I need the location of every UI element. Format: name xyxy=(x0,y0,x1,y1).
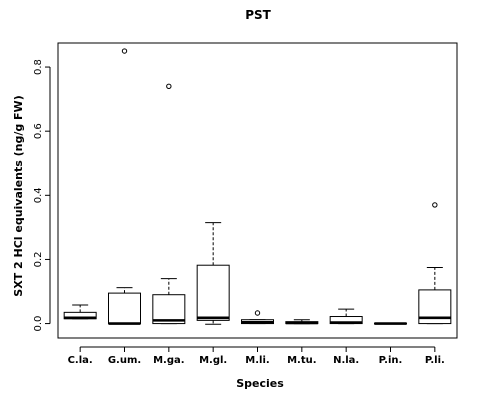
x-tick-label: M.li. xyxy=(245,355,269,366)
x-axis-title: Species xyxy=(236,377,284,390)
outlier-point xyxy=(254,310,261,316)
x-tick-label: C.la. xyxy=(68,355,93,366)
x-tick-label: M.gl. xyxy=(199,355,227,366)
y-tick-label: 0.4 xyxy=(33,187,44,203)
y-tick-label: 0.0 xyxy=(33,316,44,332)
box-gum xyxy=(108,48,141,325)
box-pli xyxy=(418,202,452,325)
x-axis: C.la. G.um. M.ga. M.gl. M.li. M.tu. N.la. P.in.… xyxy=(68,346,445,366)
plot-frame xyxy=(57,42,458,339)
y-axis-title: SXT 2 HCl equivalents (ng/g FW) xyxy=(12,95,25,296)
box-cla xyxy=(63,304,97,320)
y-tick-label: 0.6 xyxy=(33,123,44,139)
box-iqr xyxy=(108,292,141,325)
box-mgl xyxy=(196,222,230,325)
y-tick-label: 0.8 xyxy=(33,59,44,75)
box-iqr xyxy=(152,294,186,325)
x-tick-label: P.in. xyxy=(379,355,403,366)
chart-title: PST xyxy=(245,8,271,22)
x-tick-label: N.la. xyxy=(333,355,359,366)
box-mtu xyxy=(285,319,319,325)
outlier-point xyxy=(166,83,172,89)
boxes-layer xyxy=(63,48,452,325)
x-tick-label: M.ga. xyxy=(153,355,184,366)
box-mli xyxy=(241,310,274,325)
box-mga xyxy=(152,83,186,325)
box-iqr xyxy=(196,264,230,321)
box-nla xyxy=(329,308,363,325)
box-pin xyxy=(374,322,407,325)
x-tick-label: P.li. xyxy=(425,355,445,366)
x-tick-label: M.tu. xyxy=(287,355,316,366)
y-axis: 0.0 0.2 0.4 0.6 0.8 xyxy=(33,59,51,332)
y-tick-label: 0.2 xyxy=(33,251,44,267)
outlier-point xyxy=(432,202,438,208)
outlier-point xyxy=(121,48,128,54)
x-tick-label: G.um. xyxy=(108,355,141,366)
